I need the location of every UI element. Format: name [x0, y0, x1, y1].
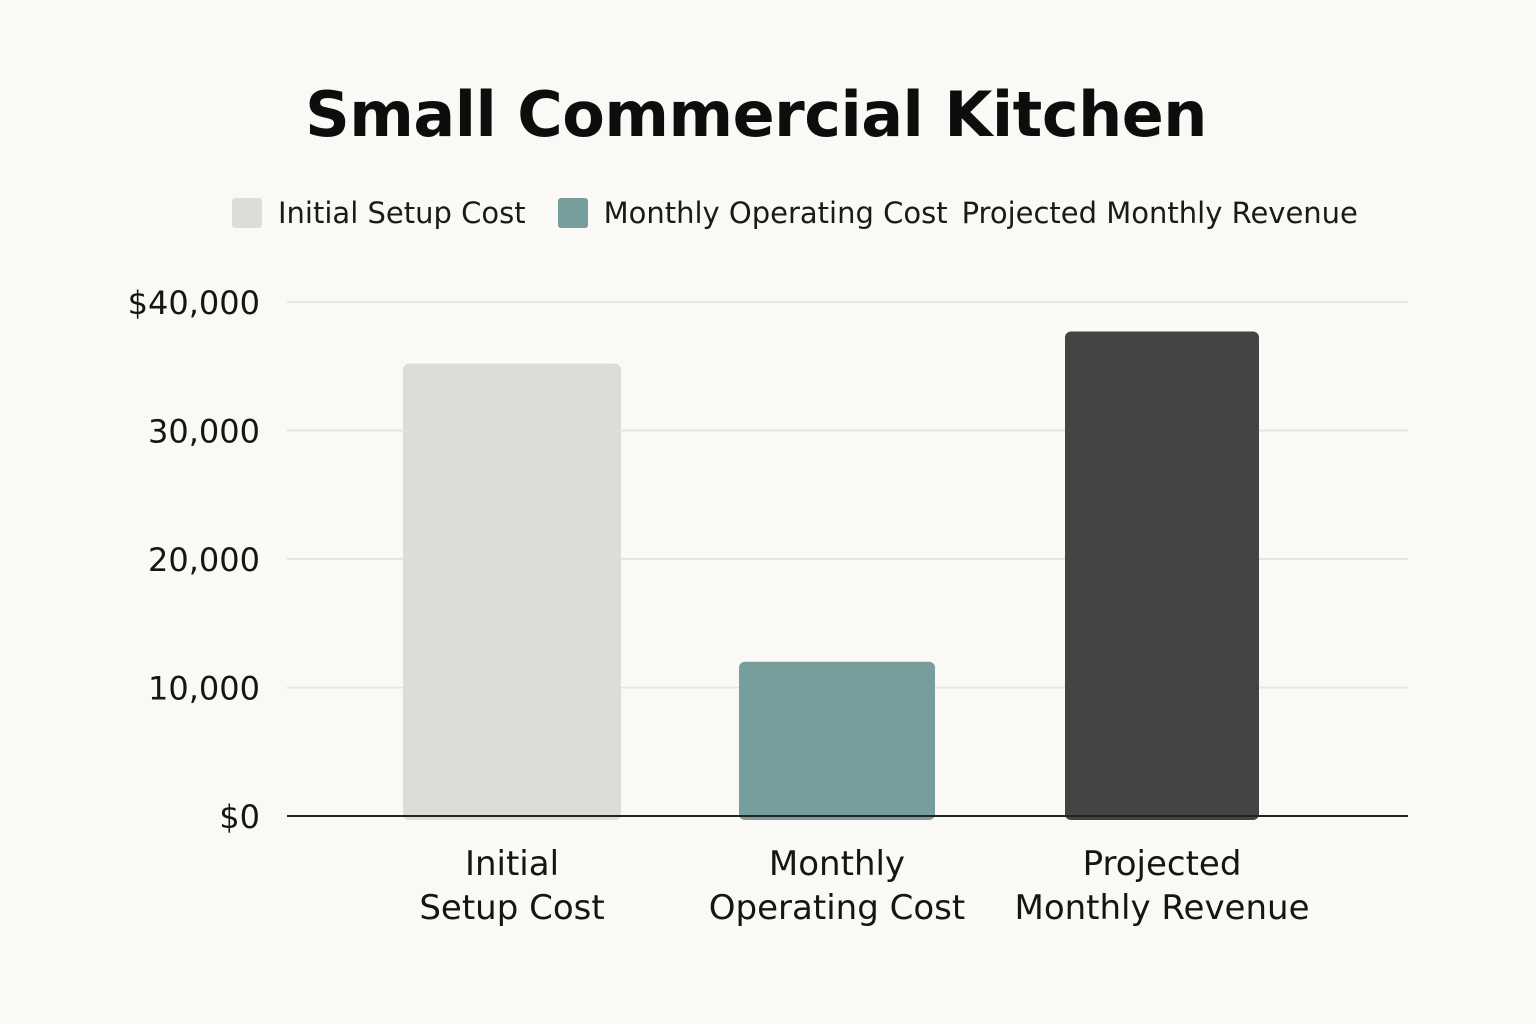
bar-initial-setup-cost [403, 363, 621, 820]
y-axis-tick-labels: $0 10,000 20,000 30,000 $40,000 [128, 284, 260, 836]
legend-item-projected-monthly-revenue: Projected Monthly Revenue [962, 196, 1358, 230]
legend-item-initial-setup-cost: Initial Setup Cost [232, 196, 526, 230]
legend-label-monthly-operating-cost: Monthly Operating Cost [603, 196, 948, 230]
x-tick-label-projected-monthly-revenue: Projected Monthly Revenue [1014, 844, 1309, 928]
bars [403, 331, 1259, 820]
legend-label-initial-setup-cost: Initial Setup Cost [278, 196, 526, 230]
legend-swatch-initial-setup-cost [232, 198, 262, 228]
legend-label-projected-monthly-revenue: Projected Monthly Revenue [961, 196, 1358, 230]
legend-swatch-monthly-operating-cost [557, 198, 588, 228]
y-tick-label-10000: 10,000 [148, 670, 260, 708]
chart-legend: Initial Setup Cost Monthly Operating Cos… [232, 192, 1358, 234]
bar-monthly-operating-cost [739, 661, 935, 820]
y-tick-label-20000: 20,000 [148, 541, 260, 579]
bar-projected-monthly-revenue [1065, 331, 1259, 820]
x-tick-label-initial-setup-cost: Initial Setup Cost [419, 844, 604, 928]
legend-item-monthly-operating-cost: Monthly Operating Cost [557, 196, 948, 230]
y-tick-label-30000: 30,000 [148, 413, 260, 451]
y-tick-label-0: $0 [219, 798, 260, 836]
x-axis-tick-labels: Initial Setup Cost Monthly Operating Cost Pr… [419, 844, 1309, 928]
chart-title: Small Commercial Kitchen [305, 78, 1207, 151]
x-tick-label-monthly-operating-cost: Monthly Operating Cost [709, 844, 965, 928]
y-tick-label-40000: $40,000 [128, 284, 260, 322]
